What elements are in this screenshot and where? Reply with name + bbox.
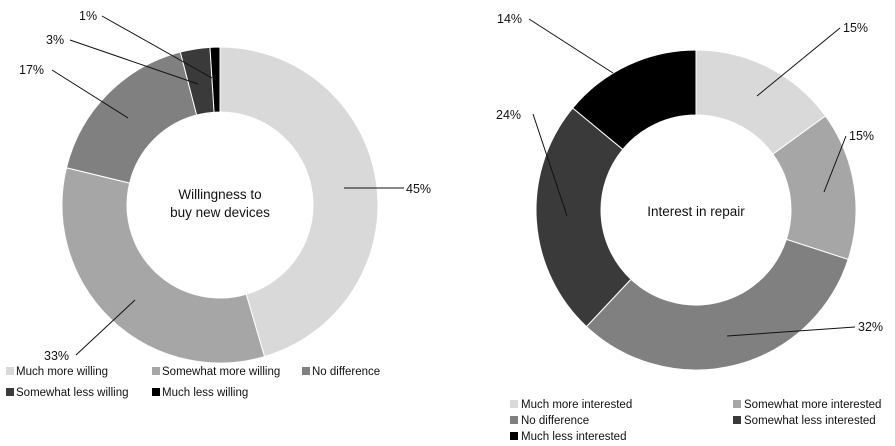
label-somewhat-less-interested: 24% (496, 108, 521, 122)
label-somewhat-more-willing: 33% (44, 349, 69, 363)
leader-14 (528, 18, 614, 74)
center-label: Interest in repair (647, 204, 745, 219)
legend-label-somewhat-less-willing: Somewhat less willing (16, 387, 129, 399)
label-much-more-interested: 15% (843, 21, 868, 35)
legend-swatch-much-more-interested (510, 400, 518, 408)
legend-swatch-no-difference (510, 416, 518, 424)
label-somewhat-less-willing: 3% (46, 33, 64, 47)
label-much-more-willing: 45% (406, 182, 431, 196)
label-much-less-interested: 14% (497, 12, 522, 26)
center-label-line-2: buy new devices (170, 205, 270, 220)
slice-much-less-willing (209, 46, 221, 113)
label-no-difference: 32% (858, 320, 883, 334)
legend-swatch-somewhat-more-interested (733, 400, 741, 408)
legend-repair: Much more interested Somewhat more inter… (510, 399, 881, 443)
label-somewhat-more-interested: 15% (849, 129, 874, 143)
legend-willingness: Much more willing Somewhat more willing … (6, 366, 380, 399)
leader-24 (532, 113, 568, 217)
legend-label-somewhat-more-interested: Somewhat more interested (744, 399, 881, 411)
leader-1 (101, 15, 213, 79)
chart-repair: 15% 15% 32% 24% 14% Interest in repair M… (496, 12, 883, 443)
leader-17 (51, 69, 129, 119)
center-label-line-1: Willingness to (178, 187, 261, 202)
legend-label-somewhat-less-interested: Somewhat less interested (744, 415, 876, 427)
legend-label-no-difference: No difference (521, 415, 589, 427)
leader-lines (528, 18, 856, 337)
donut-slices (61, 46, 379, 364)
legend-swatch-no-difference (302, 367, 310, 375)
leader-lines (51, 15, 404, 356)
leader-15-a (756, 27, 841, 97)
leader-3 (69, 39, 199, 85)
slice-no-difference (585, 238, 849, 371)
label-much-less-willing: 1% (79, 9, 97, 23)
legend-label-much-less-willing: Much less willing (162, 387, 248, 399)
label-no-difference: 17% (19, 63, 44, 77)
leader-32 (726, 326, 856, 337)
legend-swatch-somewhat-more-willing (152, 367, 160, 375)
legend-label-much-more-willing: Much more willing (16, 366, 108, 378)
slice-somewhat-less-interested (535, 107, 632, 328)
legend-label-somewhat-more-willing: Somewhat more willing (162, 366, 280, 378)
legend-label-no-difference: No difference (312, 366, 380, 378)
legend-swatch-much-more-willing (6, 367, 14, 375)
chart-willingness: 45% 33% 17% 3% 1% Willingness to buy new… (6, 9, 431, 399)
donut-slices (535, 49, 857, 371)
slice-no-difference (65, 51, 198, 184)
legend-swatch-much-less-willing (152, 388, 160, 396)
slice-somewhat-more-willing (61, 167, 266, 364)
legend-swatch-somewhat-less-willing (6, 388, 14, 396)
leader-15-b (823, 135, 847, 193)
slice-much-less-interested (572, 49, 697, 151)
legend-swatch-much-less-interested (510, 432, 518, 440)
legend-label-much-more-interested: Much more interested (521, 399, 632, 411)
legend-swatch-somewhat-less-interested (733, 416, 741, 424)
legend-label-much-less-interested: Much less interested (521, 431, 626, 443)
leader-33 (75, 299, 136, 356)
slice-much-more-willing (219, 46, 379, 358)
